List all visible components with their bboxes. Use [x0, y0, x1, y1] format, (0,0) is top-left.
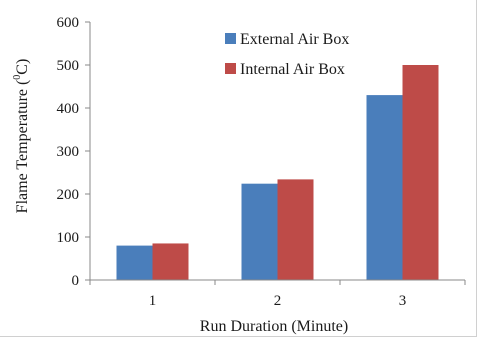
y-tick-label: 200: [57, 187, 80, 203]
bar-internal-2: [277, 179, 314, 280]
y-tick-label: 300: [57, 144, 80, 160]
bar-internal-3: [402, 65, 439, 280]
legend-label: Internal Air Box: [240, 61, 345, 78]
y-axis-title-prefix: Flame Temperature (: [14, 80, 31, 214]
x-tick-label: 2: [274, 293, 282, 309]
x-ticks-group: 1 2 3: [89, 280, 466, 309]
legend: External Air Box Internal Air Box: [225, 31, 349, 78]
y-axis-title-sup: 0: [12, 75, 23, 80]
y-tick-label: 0: [72, 273, 80, 289]
x-tick-label: 3: [399, 293, 407, 309]
y-axis-title: Flame Temperature (0C): [12, 59, 31, 214]
y-tick-label: 100: [57, 230, 80, 246]
legend-swatch: [225, 33, 236, 44]
bar-external-1: [116, 245, 153, 280]
legend-swatch: [225, 63, 236, 74]
bar-internal-1: [152, 243, 189, 280]
bar-external-3: [366, 95, 403, 280]
bar-external-2: [241, 183, 278, 280]
y-ticks-group: 0 100 200 300 400 500 600: [57, 15, 90, 289]
y-tick-label: 400: [57, 101, 80, 117]
x-axis-title: Run Duration (Minute): [200, 318, 348, 335]
y-axis-title-suffix: C): [14, 59, 31, 75]
bars-group: [116, 65, 439, 280]
legend-label: External Air Box: [240, 31, 349, 48]
x-tick-label: 1: [149, 293, 157, 309]
y-tick-label: 600: [57, 15, 80, 31]
y-tick-label: 500: [57, 58, 80, 74]
